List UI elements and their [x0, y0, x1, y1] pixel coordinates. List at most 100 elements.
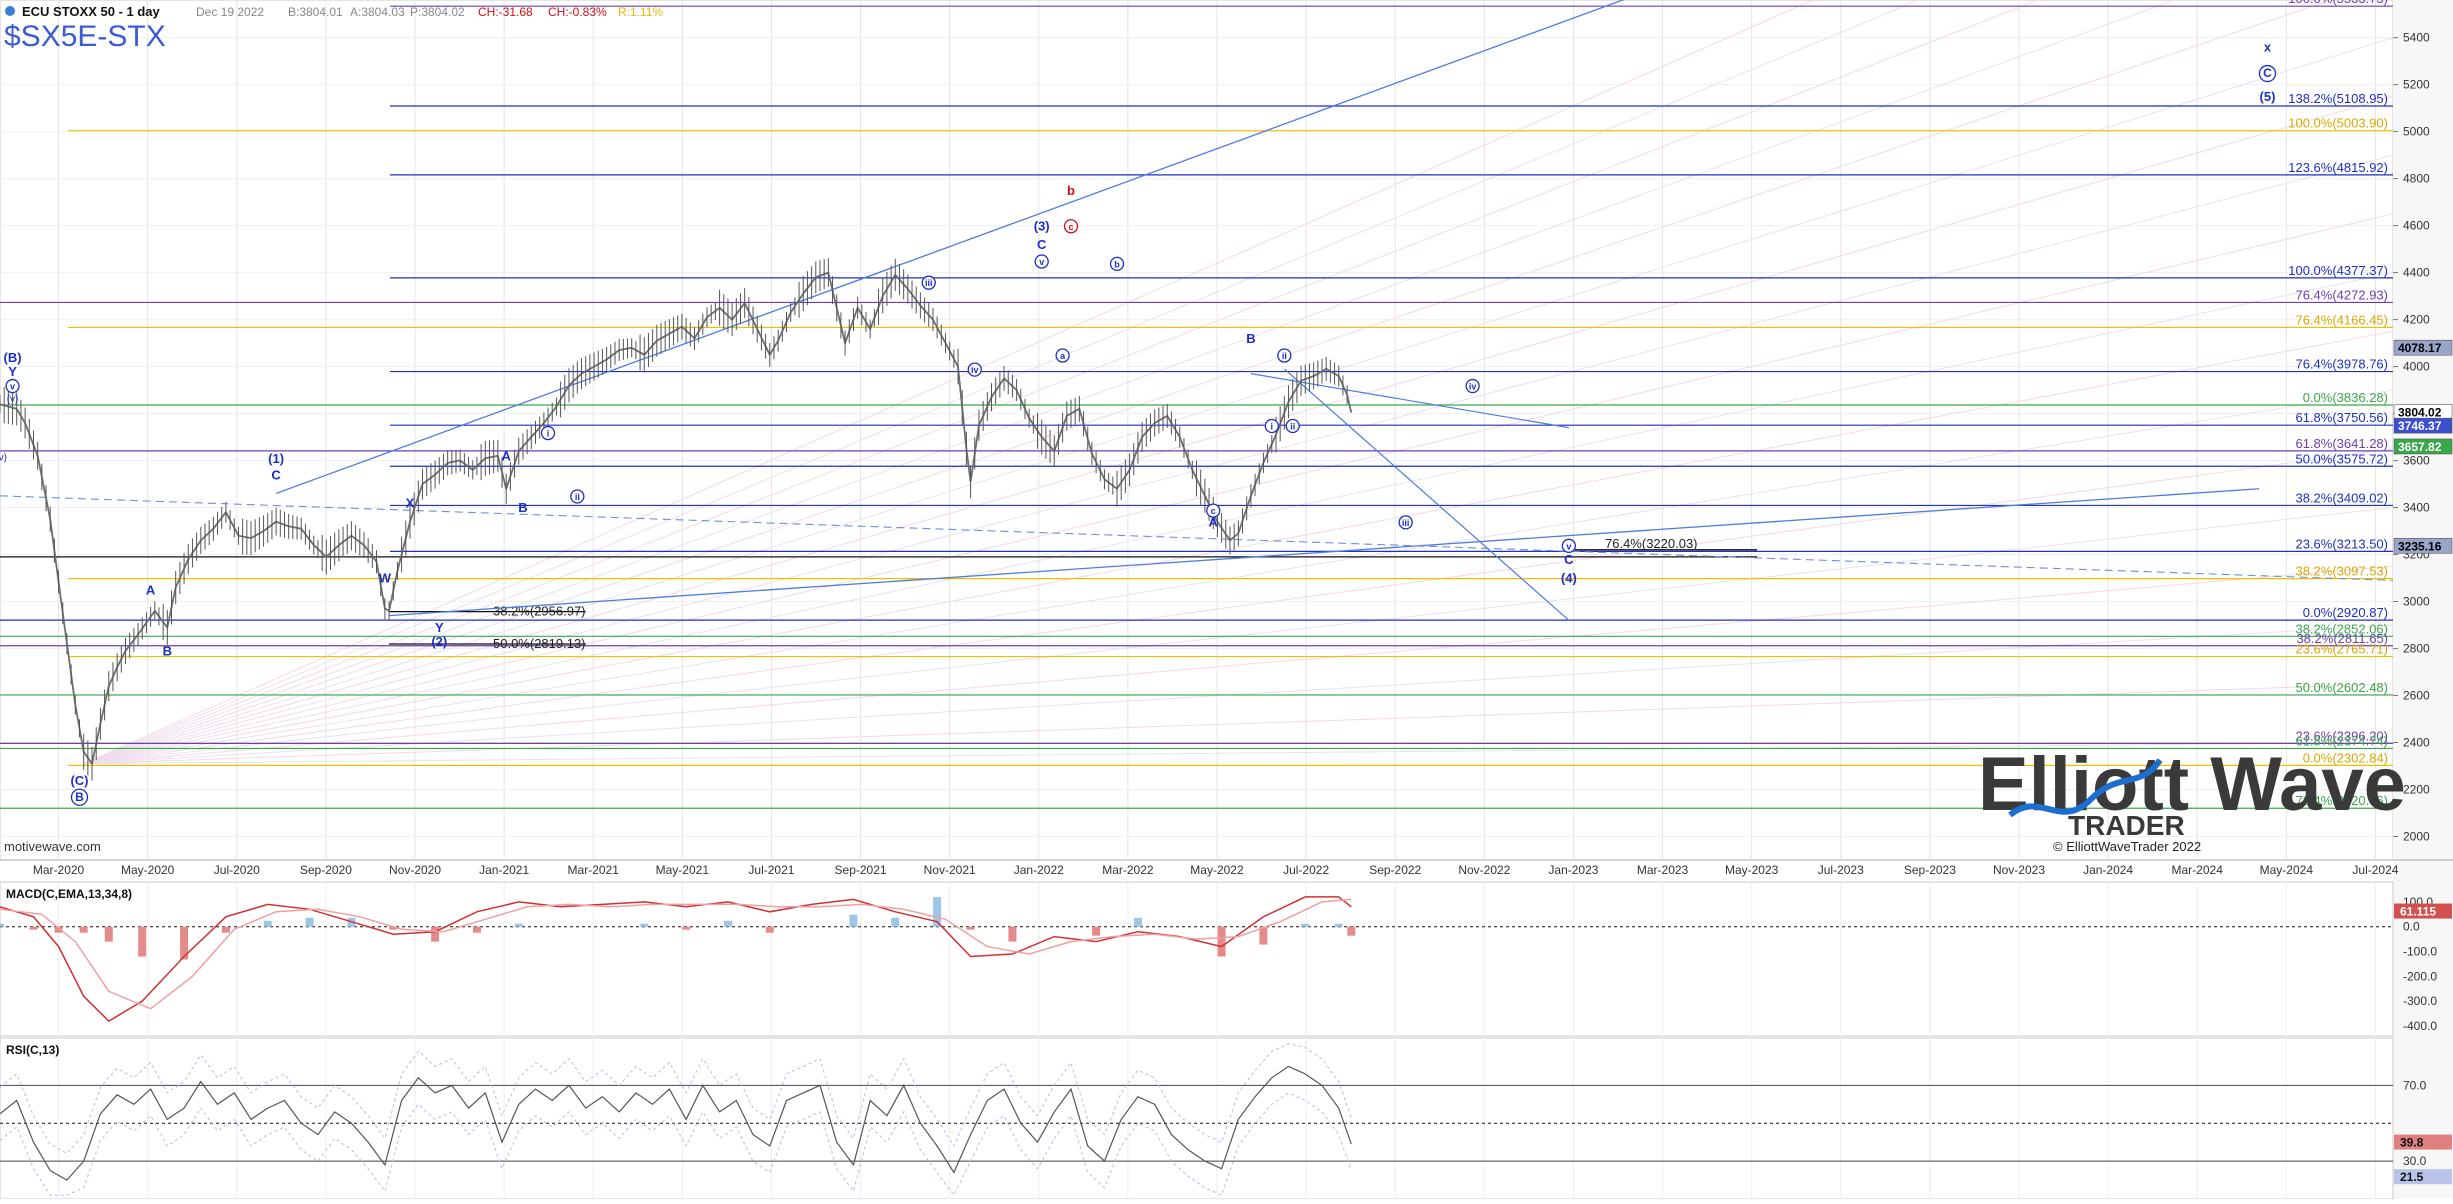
wave-label: ii [1282, 351, 1287, 361]
lower-channel-line [389, 488, 2260, 617]
fib-level-label: 76.4%(3978.76) [2295, 357, 2388, 372]
macd-signal-line [0, 898, 1352, 1010]
price-series-line [0, 271, 1353, 766]
fib-level-label: 76.4%(2120.36) [2295, 793, 2388, 808]
macd-histogram-bar [104, 926, 113, 942]
wave-label-circle [540, 425, 556, 441]
wave-label: A [146, 582, 156, 597]
macd-title: MACD(C,EMA,13,34,8) [6, 887, 132, 901]
date-tick-label: Mar-2021 [568, 863, 620, 877]
wave-label-circle [1034, 254, 1049, 269]
date-tick-label: Jan-2022 [1014, 863, 1064, 877]
copyright: © ElliottWaveTrader 2022 [2053, 839, 2201, 854]
price-tick-label: 4800 [2403, 172, 2430, 186]
wave-label: C [1037, 237, 1047, 252]
header-price: P:3804.02 [410, 5, 465, 19]
wave-label-circle [2258, 64, 2277, 83]
price-tick-label: 2600 [2403, 689, 2430, 703]
wave-label: iv [1469, 382, 1477, 392]
fib-level-label: 38.2%(3409.02) [2295, 490, 2388, 505]
date-tick-label: Nov-2022 [1458, 863, 1510, 877]
wave-label-circle [5, 378, 20, 394]
wave-label: B [75, 790, 84, 804]
price-tag-value: 3235.16 [2398, 539, 2442, 553]
rsi-value: 39.8 [2400, 1136, 2424, 1150]
fan-line [83, 37, 2394, 765]
price-tick-label: 5200 [2403, 78, 2430, 92]
wave-label-circle [1206, 503, 1221, 518]
fan-line [83, 742, 2394, 765]
wave-label: C [271, 467, 281, 482]
short-level-label: 76.4%(3220.03) [1605, 536, 1698, 551]
fib-level-label: 0.0%(2302.84) [2303, 750, 2388, 765]
ticker-label: $SX5E-STX [4, 20, 166, 53]
header-range: R:1.11% [618, 5, 663, 19]
macd-histogram-bar [221, 926, 230, 933]
fan-line [83, 0, 1921, 765]
wave-label: (v) [7, 394, 19, 405]
rsi-tick-label: 30.0 [2403, 1154, 2427, 1168]
fib-level-label: 0.0%(3836.28) [2303, 390, 2388, 405]
date-tick-label: May-2022 [1190, 863, 1244, 877]
date-tick-label: Sep-2021 [835, 863, 887, 877]
macd-histogram-bar [849, 914, 858, 927]
macd-histogram-bar [29, 926, 38, 930]
price-tag [2393, 438, 2453, 455]
date-tick-label: Mar-2020 [33, 863, 85, 877]
date-tick-label: Sep-2023 [1904, 863, 1956, 877]
date-tick-label: Jul-2024 [2352, 863, 2398, 877]
fan-line [83, 565, 2394, 765]
wave-label: (1) [268, 451, 284, 466]
macd-histogram-bar [933, 896, 942, 927]
wave-label-circle [1055, 348, 1070, 363]
macd-histogram-bar [1092, 926, 1101, 936]
fib-level-label: 38.2%(2852.06) [2295, 621, 2388, 636]
price-tick-label: 5000 [2403, 125, 2430, 139]
macd-histogram-bar [54, 926, 63, 933]
rsi-line [0, 1065, 1352, 1181]
upper-channel-line [275, 0, 1625, 495]
date-tick-label: Nov-2021 [924, 863, 976, 877]
wave-label-circle [570, 489, 585, 504]
date-tick-label: Jul-2021 [748, 863, 794, 877]
wave-label-circle [1285, 418, 1300, 434]
wave-label: ii [575, 492, 580, 502]
macd-histogram-bar [891, 917, 900, 927]
price-tick-label: 2200 [2403, 783, 2430, 797]
macd-histogram-bar [180, 926, 189, 960]
fib-level-label: 0.0%(2920.87) [2303, 605, 2388, 620]
date-tick-label: Mar-2023 [1637, 863, 1689, 877]
wave-label-circle [1109, 256, 1125, 272]
fib-level-label: 100.0%(4377.37) [2288, 263, 2388, 278]
fan-line [83, 272, 2394, 765]
wave-label: ii [1290, 422, 1295, 432]
wave-label: A [502, 449, 512, 464]
wave-label: iii [1402, 518, 1410, 528]
price-tick-label: 2400 [2403, 736, 2430, 750]
wave-label: i [1271, 422, 1274, 432]
date-tick-label: May-2021 [656, 863, 710, 877]
macd-value: 61.115 [2400, 905, 2436, 919]
fib-level-label: 50.0%(3575.72) [2295, 451, 2388, 466]
rsi-upper-band [0, 1043, 1352, 1155]
rsi-band-value: 21.5 [2400, 1170, 2424, 1184]
fib-level-label: 123.6%(4815.92) [2288, 160, 2388, 175]
macd-histogram-bar [138, 926, 147, 957]
wave-label: W [379, 571, 392, 586]
logo-wave-icon [2008, 758, 2163, 818]
macd-histogram-bar [263, 920, 272, 927]
fan-line [83, 507, 2394, 765]
fan-line [83, 0, 2176, 765]
fib-level-label: 61.8%(3641.28) [2295, 436, 2388, 451]
date-tick-label: Mar-2024 [2172, 863, 2224, 877]
symbol-title: ECU STOXX 50 - 1 day [22, 4, 161, 19]
macd-histogram-bar [723, 920, 732, 927]
price-tick-label: 4400 [2403, 266, 2430, 280]
wave-label: (5) [2260, 89, 2276, 104]
fan-line [83, 95, 2394, 765]
fan-line [83, 154, 2394, 765]
header-change: CH:-31.68 [478, 5, 533, 19]
date-tick-label: Nov-2023 [1993, 863, 2045, 877]
